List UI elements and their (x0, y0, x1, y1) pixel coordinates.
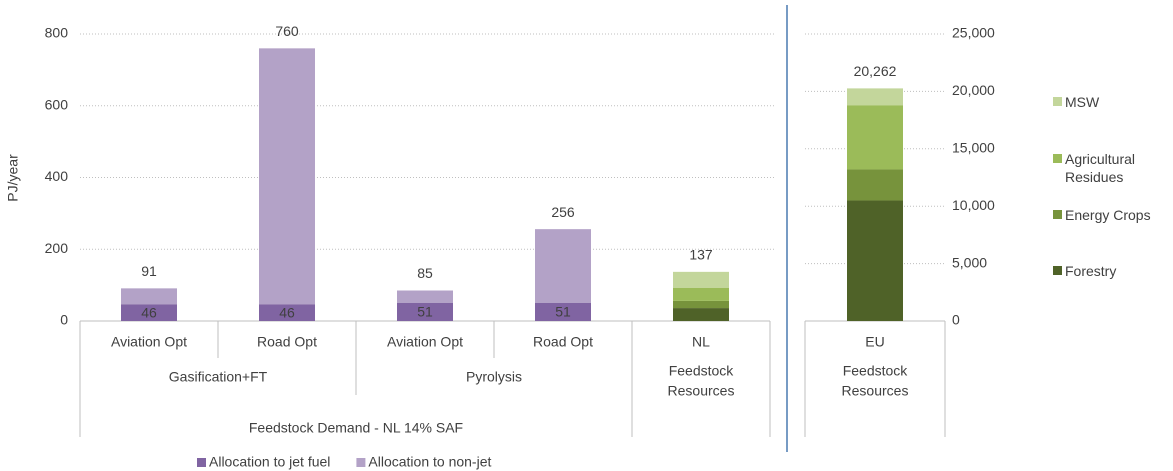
group-label: Feedstock (669, 363, 735, 379)
bar-segment (535, 229, 591, 303)
y-tick-label: 25,000 (952, 25, 995, 41)
total-label: 20,262 (854, 63, 897, 79)
group-label: Gasification+FT (169, 369, 268, 385)
bar-segment (397, 302, 453, 321)
bar-segment (847, 169, 903, 201)
y-tick-label: 600 (45, 96, 69, 112)
data-label: 46 (279, 304, 295, 320)
bar-segment (121, 288, 177, 305)
y-tick-label: 15,000 (952, 140, 995, 156)
bar-segment (397, 290, 453, 303)
y-tick-label: 20,000 (952, 82, 995, 98)
legend-swatch (197, 458, 206, 467)
group-label: Resources (668, 383, 735, 399)
bar-segment (673, 271, 729, 288)
legend-label: Allocation to jet fuel (209, 454, 330, 470)
total-label: 85 (417, 265, 433, 281)
y-tick-label: 200 (45, 240, 69, 256)
legend-label: Agricultural Residues (1065, 151, 1136, 185)
x-tick-label: Aviation Opt (387, 334, 463, 350)
data-label: 46 (141, 304, 157, 320)
y-tick-label: 5,000 (952, 254, 987, 270)
bar-segment (535, 302, 591, 321)
legend-label: Allocation to non-jet (368, 454, 491, 470)
group-label: Pyrolysis (466, 369, 522, 385)
data-label: 51 (417, 304, 433, 320)
total-label: 760 (275, 23, 299, 39)
legend-swatch (1053, 97, 1062, 106)
bar-segment (121, 304, 177, 321)
bar-segment (673, 308, 729, 321)
bar-segment (259, 48, 315, 305)
y-axis-label: PJ/year (5, 154, 21, 202)
legend-swatch (1053, 266, 1062, 275)
total-label: 137 (689, 247, 713, 263)
total-label: 256 (551, 204, 575, 220)
bar-segment (673, 287, 729, 301)
y-tick-label: 800 (45, 25, 69, 41)
bar-segment (673, 300, 729, 309)
x-tick-label: Aviation Opt (111, 334, 187, 350)
total-label: 91 (141, 263, 157, 279)
legend-label: Energy Crops (1065, 207, 1151, 223)
legend-label: MSW (1065, 94, 1100, 110)
legend-swatch (1053, 210, 1062, 219)
legend-label: Forestry (1065, 263, 1117, 279)
group-label: Feedstock (843, 363, 909, 379)
bar-segment (847, 200, 903, 321)
legend-swatch (1053, 154, 1062, 163)
y-tick-label: 400 (45, 168, 69, 184)
bar-segment (847, 105, 903, 170)
y-tick-label: 10,000 (952, 197, 995, 213)
x-tick-label: EU (865, 334, 884, 350)
bar-segment (847, 88, 903, 106)
x-tick-label: Road Opt (533, 334, 593, 350)
legend-swatch (356, 458, 366, 467)
x-tick-label: Road Opt (257, 334, 317, 350)
group-label: Feedstock Demand - NL 14% SAF (249, 420, 463, 436)
bar-segment (259, 304, 315, 321)
y-tick-label: 0 (952, 312, 960, 328)
data-label: 51 (555, 304, 571, 320)
x-tick-label: NL (692, 334, 710, 350)
y-tick-label: 0 (60, 312, 68, 328)
group-label: Resources (842, 383, 909, 399)
